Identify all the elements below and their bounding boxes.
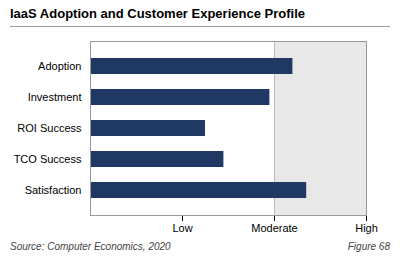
- html-text:Figure 68: Figure 68: [347, 241, 390, 252]
- svg-text:ROI Success: ROI Success: [17, 122, 82, 134]
- svg-text:Investment: Investment: [28, 91, 82, 103]
- html-text:IaaS Adoption and Customer Exp: IaaS Adoption and Customer Experience Pr…: [10, 6, 305, 21]
- svg-text:Low: Low: [172, 222, 192, 234]
- html-text:Source: Computer Economics, 20: Source: Computer Economics, 2020: [10, 241, 171, 252]
- svg-text:High: High: [355, 222, 378, 234]
- svg-text:Adoption: Adoption: [38, 60, 81, 72]
- svg-text:Moderate: Moderate: [251, 222, 297, 234]
- svg-text:Satisfaction: Satisfaction: [25, 184, 82, 196]
- svg-text:TCO Success: TCO Success: [14, 153, 82, 165]
